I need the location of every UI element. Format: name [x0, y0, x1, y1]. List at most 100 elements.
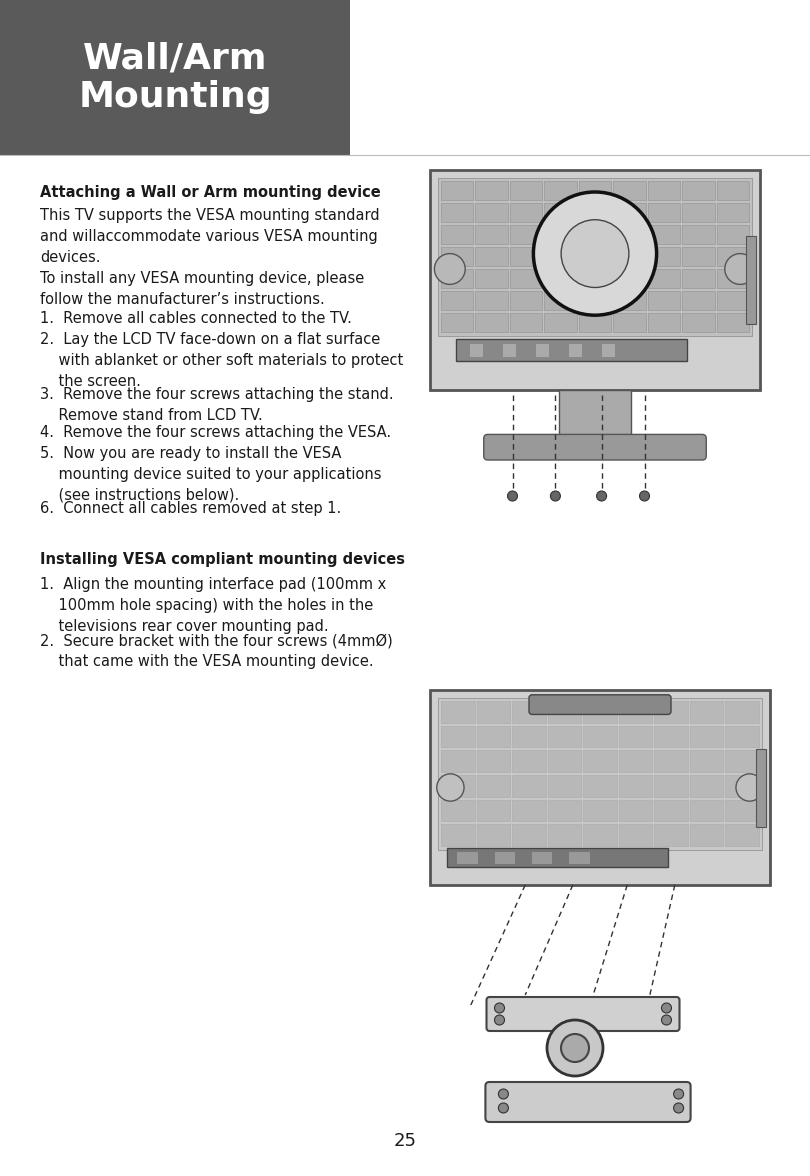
Bar: [717, 313, 749, 333]
Circle shape: [498, 1103, 509, 1112]
Text: 1.  Remove all cables connected to the TV.: 1. Remove all cables connected to the TV…: [40, 310, 352, 326]
Bar: [654, 775, 688, 796]
Bar: [544, 292, 577, 310]
Text: 2.  Lay the LCD TV face-down on a flat surface
    with ablanket or other soft m: 2. Lay the LCD TV face-down on a flat su…: [40, 332, 403, 389]
Bar: [476, 824, 510, 846]
Bar: [470, 343, 483, 358]
Bar: [548, 775, 582, 796]
Bar: [441, 775, 475, 796]
Bar: [717, 225, 749, 245]
Bar: [726, 800, 759, 821]
Circle shape: [534, 192, 657, 315]
Bar: [475, 181, 508, 200]
Bar: [579, 292, 612, 310]
Bar: [746, 236, 756, 325]
Bar: [648, 269, 680, 288]
Circle shape: [508, 492, 518, 501]
Bar: [583, 701, 616, 723]
Bar: [726, 701, 759, 723]
Circle shape: [597, 492, 607, 501]
Bar: [559, 390, 631, 439]
Bar: [475, 247, 508, 266]
Bar: [579, 269, 612, 288]
Bar: [441, 313, 473, 333]
Bar: [583, 775, 616, 796]
Bar: [682, 313, 714, 333]
Bar: [619, 775, 652, 796]
Circle shape: [498, 1089, 509, 1100]
Bar: [0, 0, 350, 155]
Bar: [579, 225, 612, 245]
Bar: [544, 313, 577, 333]
Bar: [613, 247, 646, 266]
Bar: [512, 775, 546, 796]
Bar: [682, 292, 714, 310]
Bar: [690, 800, 723, 821]
FancyBboxPatch shape: [485, 1082, 691, 1122]
Bar: [544, 181, 577, 200]
FancyBboxPatch shape: [529, 695, 671, 715]
Bar: [579, 313, 612, 333]
Bar: [544, 203, 577, 222]
Bar: [619, 726, 652, 748]
Bar: [682, 225, 714, 245]
Bar: [648, 225, 680, 245]
Circle shape: [561, 220, 629, 287]
Bar: [548, 726, 582, 748]
Bar: [583, 800, 616, 821]
Bar: [682, 247, 714, 266]
Circle shape: [494, 1003, 505, 1013]
Bar: [476, 726, 510, 748]
Bar: [717, 203, 749, 222]
Bar: [682, 269, 714, 288]
Bar: [579, 203, 612, 222]
Bar: [682, 203, 714, 222]
Bar: [475, 225, 508, 245]
Circle shape: [551, 492, 561, 501]
Bar: [441, 292, 473, 310]
Bar: [438, 699, 762, 850]
Bar: [476, 750, 510, 773]
Bar: [583, 824, 616, 846]
Bar: [532, 851, 552, 863]
Bar: [648, 181, 680, 200]
Bar: [441, 726, 475, 748]
Bar: [509, 181, 543, 200]
Bar: [548, 701, 582, 723]
Bar: [544, 269, 577, 288]
Text: 4.  Remove the four screws attaching the VESA.: 4. Remove the four screws attaching the …: [40, 425, 391, 440]
Bar: [512, 750, 546, 773]
Bar: [475, 292, 508, 310]
Bar: [583, 750, 616, 773]
Bar: [613, 225, 646, 245]
Bar: [690, 726, 723, 748]
Bar: [441, 701, 475, 723]
Bar: [717, 247, 749, 266]
Bar: [430, 690, 770, 886]
Text: Attaching a Wall or Arm mounting device: Attaching a Wall or Arm mounting device: [40, 185, 381, 200]
Circle shape: [662, 1015, 671, 1025]
Bar: [613, 269, 646, 288]
Bar: [690, 701, 723, 723]
Bar: [476, 800, 510, 821]
Circle shape: [725, 254, 756, 285]
Circle shape: [640, 492, 650, 501]
Bar: [648, 203, 680, 222]
Bar: [648, 313, 680, 333]
Bar: [509, 203, 543, 222]
Circle shape: [434, 254, 465, 285]
Bar: [512, 701, 546, 723]
Bar: [441, 800, 475, 821]
Text: 1.  Align the mounting interface pad (100mm x
    100mm hole spacing) with the h: 1. Align the mounting interface pad (100…: [40, 577, 386, 634]
Bar: [648, 292, 680, 310]
Bar: [619, 750, 652, 773]
Bar: [579, 181, 612, 200]
Bar: [512, 726, 546, 748]
Bar: [613, 181, 646, 200]
Circle shape: [437, 774, 464, 801]
Bar: [548, 800, 582, 821]
Circle shape: [494, 1015, 505, 1025]
Bar: [690, 775, 723, 796]
Bar: [447, 848, 668, 868]
Bar: [441, 824, 475, 846]
